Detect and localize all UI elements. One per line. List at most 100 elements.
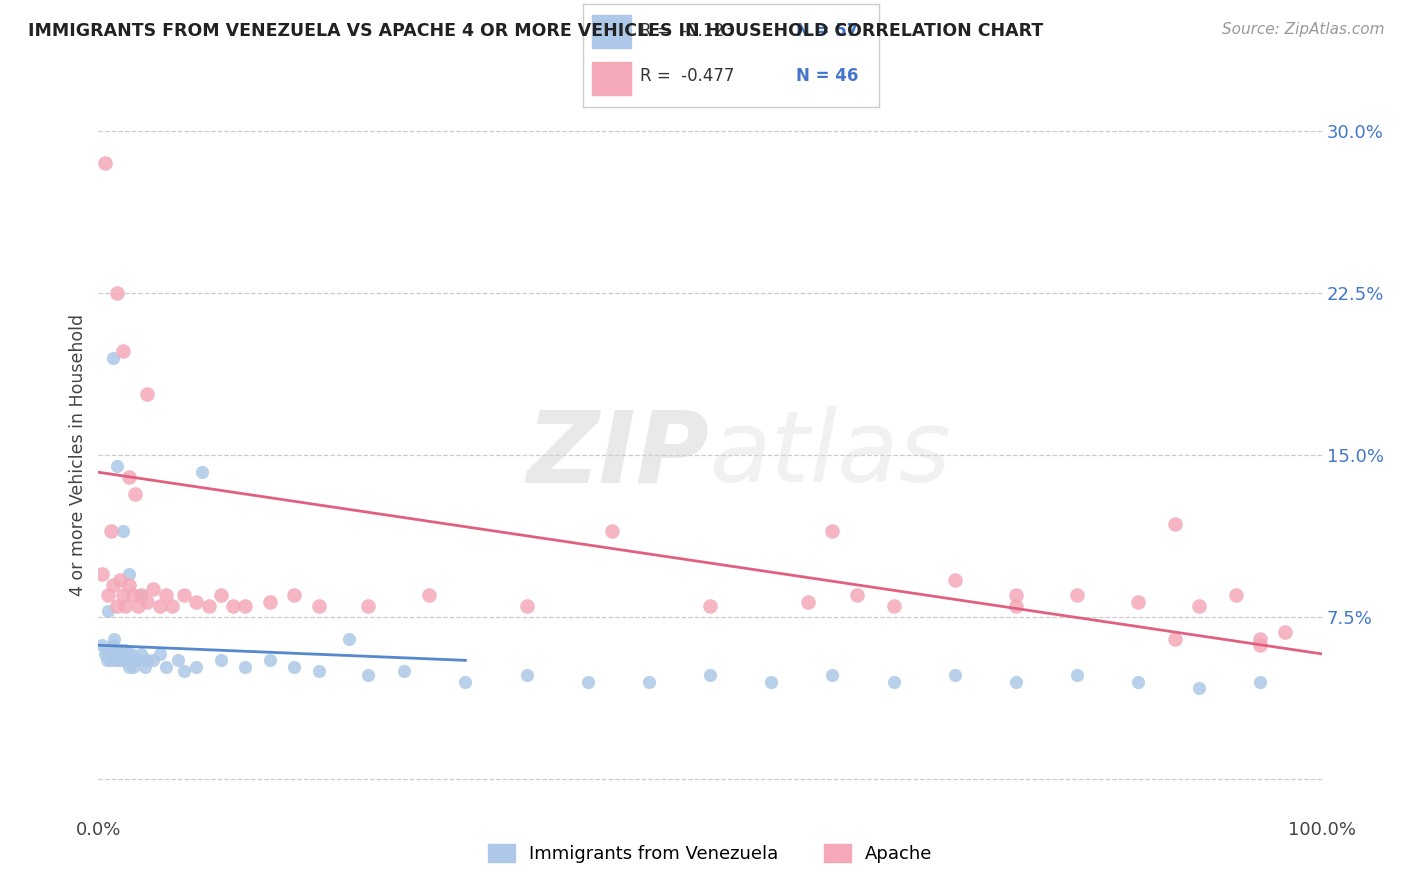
Point [136, 653, 159, 667]
Y-axis label: 4 or more Vehicles in Household: 4 or more Vehicles in Household [69, 314, 87, 596]
Point [103, 632, 125, 646]
Point [118, 566, 141, 581]
Point [337, 632, 360, 646]
Point [127, 653, 149, 667]
Point [91, 638, 114, 652]
Point [283, 660, 305, 674]
Point [197, 599, 219, 614]
Point [120, 647, 142, 661]
Point [600, 524, 623, 538]
Point [233, 660, 256, 674]
Point [392, 664, 416, 678]
Point [118, 577, 141, 591]
Point [1250, 675, 1272, 690]
Point [115, 647, 138, 661]
Point [1164, 632, 1187, 646]
Text: N = 46: N = 46 [796, 67, 859, 86]
Point [136, 387, 159, 401]
Text: R =  -0.123: R = -0.123 [640, 21, 734, 39]
Point [118, 660, 141, 674]
Point [101, 351, 124, 365]
Point [101, 647, 124, 661]
Point [1250, 638, 1272, 652]
Point [1004, 675, 1026, 690]
Point [91, 566, 114, 581]
Point [101, 577, 124, 591]
Point [356, 668, 378, 682]
Point [160, 599, 183, 614]
Point [883, 675, 905, 690]
Point [114, 599, 136, 614]
Point [1188, 681, 1211, 696]
Point [142, 653, 165, 667]
Point [136, 595, 159, 609]
Point [283, 589, 305, 603]
Point [101, 638, 124, 652]
Point [108, 653, 131, 667]
Point [120, 653, 142, 667]
Point [111, 524, 134, 538]
Point [129, 647, 152, 661]
Point [100, 653, 122, 667]
Point [1274, 625, 1296, 640]
Point [121, 589, 143, 603]
Point [173, 664, 195, 678]
Text: atlas: atlas [710, 407, 952, 503]
Point [454, 675, 477, 690]
Point [259, 595, 281, 609]
Point [129, 589, 152, 603]
Point [129, 589, 152, 603]
Point [124, 653, 146, 667]
Point [111, 647, 134, 661]
Point [173, 589, 195, 603]
Point [96, 653, 118, 667]
Point [167, 653, 190, 667]
Bar [592, 62, 631, 95]
Point [155, 589, 177, 603]
Point [209, 589, 232, 603]
Text: ZIP: ZIP [527, 407, 710, 503]
Point [845, 589, 868, 603]
Point [516, 599, 538, 614]
Point [1066, 668, 1088, 682]
Text: Source: ZipAtlas.com: Source: ZipAtlas.com [1222, 22, 1385, 37]
Point [761, 675, 783, 690]
Point [105, 599, 128, 614]
Point [127, 599, 149, 614]
Point [105, 458, 128, 473]
Point [821, 668, 844, 682]
Bar [592, 14, 631, 47]
Point [699, 599, 721, 614]
Point [191, 465, 214, 479]
Point [97, 589, 120, 603]
Point [124, 487, 146, 501]
Point [110, 642, 132, 657]
Point [1188, 599, 1211, 614]
Text: N = 57: N = 57 [796, 21, 859, 39]
Point [1128, 595, 1150, 609]
Point [118, 469, 141, 483]
Point [104, 653, 127, 667]
Point [110, 574, 132, 588]
Point [797, 595, 820, 609]
Point [105, 285, 128, 300]
Point [1128, 675, 1150, 690]
Point [259, 653, 281, 667]
Point [117, 653, 139, 667]
Point [105, 647, 128, 661]
Point [93, 156, 115, 170]
Point [1066, 589, 1088, 603]
Text: IMMIGRANTS FROM VENEZUELA VS APACHE 4 OR MORE VEHICLES IN HOUSEHOLD CORRELATION : IMMIGRANTS FROM VENEZUELA VS APACHE 4 OR… [28, 22, 1043, 40]
Point [93, 647, 115, 661]
Point [121, 660, 143, 674]
Point [233, 599, 256, 614]
Point [98, 642, 121, 657]
Point [943, 668, 966, 682]
Point [149, 599, 172, 614]
Point [638, 675, 661, 690]
Point [699, 668, 721, 682]
Point [1004, 599, 1026, 614]
Point [111, 589, 134, 603]
Point [1004, 589, 1026, 603]
Text: R =  -0.477: R = -0.477 [640, 67, 734, 86]
